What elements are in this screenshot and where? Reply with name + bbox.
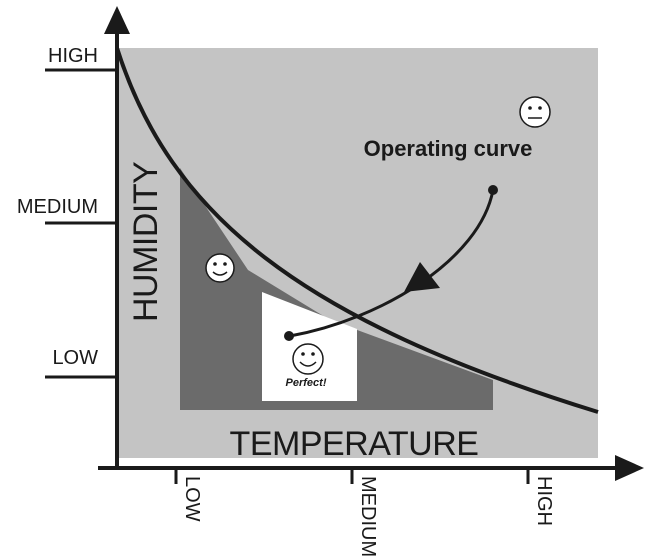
operating-curve-arrowhead bbox=[404, 262, 440, 292]
operating-curve-label: Operating curve bbox=[364, 136, 533, 161]
y-tick-label-low: LOW bbox=[52, 347, 98, 369]
x-tick-label-medium: MEDIUM bbox=[357, 476, 379, 557]
happy-face-icon bbox=[292, 343, 324, 375]
perfect-label: Perfect! bbox=[286, 377, 327, 389]
comfort-curve bbox=[115, 47, 599, 414]
x-tick-label-high: HIGH bbox=[533, 476, 555, 526]
dark-gray-region bbox=[180, 168, 493, 410]
y-axis-title: HUMIDITY bbox=[127, 162, 165, 322]
x-tick-label-low: LOW bbox=[181, 476, 203, 522]
x-axis-arrowhead bbox=[615, 455, 644, 481]
y-axis-arrowhead bbox=[104, 6, 130, 34]
neutral-face-icon bbox=[519, 96, 551, 128]
operating-curve-start-dot bbox=[488, 185, 498, 195]
smile-face-icon bbox=[205, 253, 235, 283]
y-tick-label-high: HIGH bbox=[48, 45, 98, 67]
operating-curve-end-dot bbox=[284, 331, 294, 341]
y-tick-label-medium: MEDIUM bbox=[17, 196, 98, 218]
x-axis-title: TEMPERATURE bbox=[230, 425, 479, 463]
